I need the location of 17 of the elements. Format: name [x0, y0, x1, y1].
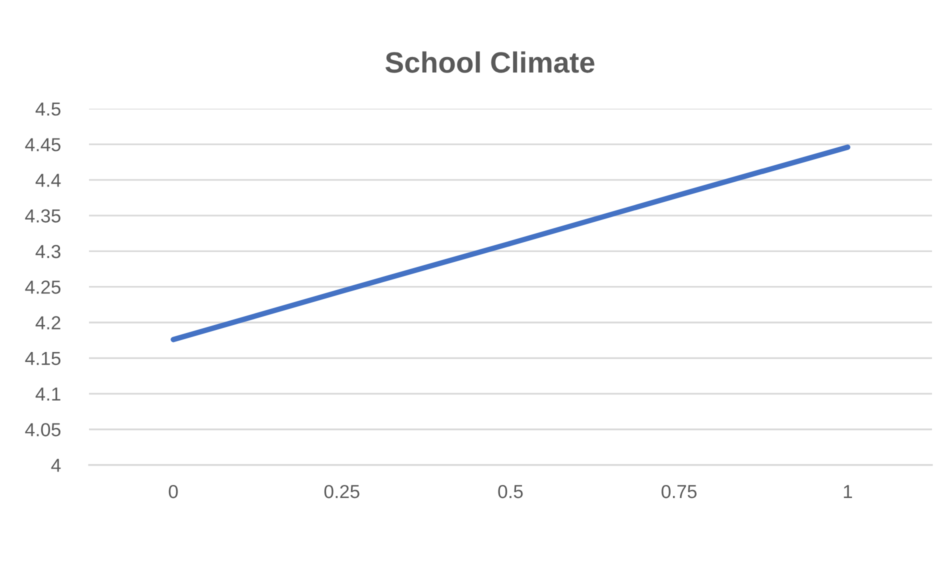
x-tick-label: 0.25: [324, 484, 360, 498]
y-tick-label: 4.2: [36, 316, 60, 330]
y-tick-label: 4: [51, 458, 61, 472]
x-tick-label: 0: [168, 484, 178, 498]
y-tick-label: 4.4: [36, 174, 61, 187]
y-tick-label: 4.25: [25, 280, 60, 294]
x-tick-label: 0.75: [662, 484, 697, 498]
y-tick-label: 4.1: [36, 388, 60, 401]
x-tick-label: 0.5: [498, 484, 523, 498]
y-tick-label: 4.05: [25, 423, 60, 436]
y-tick-label: 4.45: [25, 138, 60, 152]
chart-title: School Climate: [386, 51, 594, 73]
y-tick-label: 4.3: [36, 244, 60, 258]
y-tick-label: 4.5: [36, 102, 60, 116]
y-tick-label: 4.15: [25, 352, 60, 366]
x-tick-label: 1: [844, 485, 852, 498]
y-tick-label: 4.35: [25, 209, 60, 223]
